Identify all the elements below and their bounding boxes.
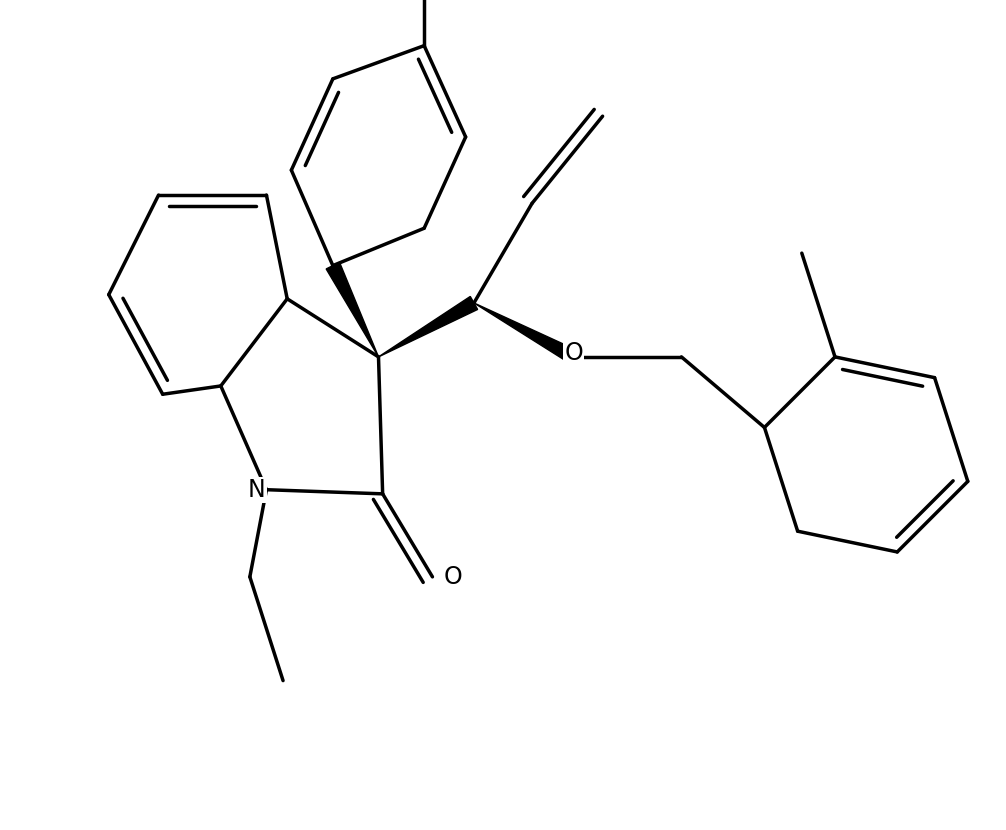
Text: N: N — [247, 478, 266, 501]
Polygon shape — [326, 262, 378, 357]
Polygon shape — [474, 303, 577, 364]
Polygon shape — [378, 296, 478, 357]
Text: O: O — [564, 341, 582, 364]
Text: O: O — [444, 565, 463, 588]
